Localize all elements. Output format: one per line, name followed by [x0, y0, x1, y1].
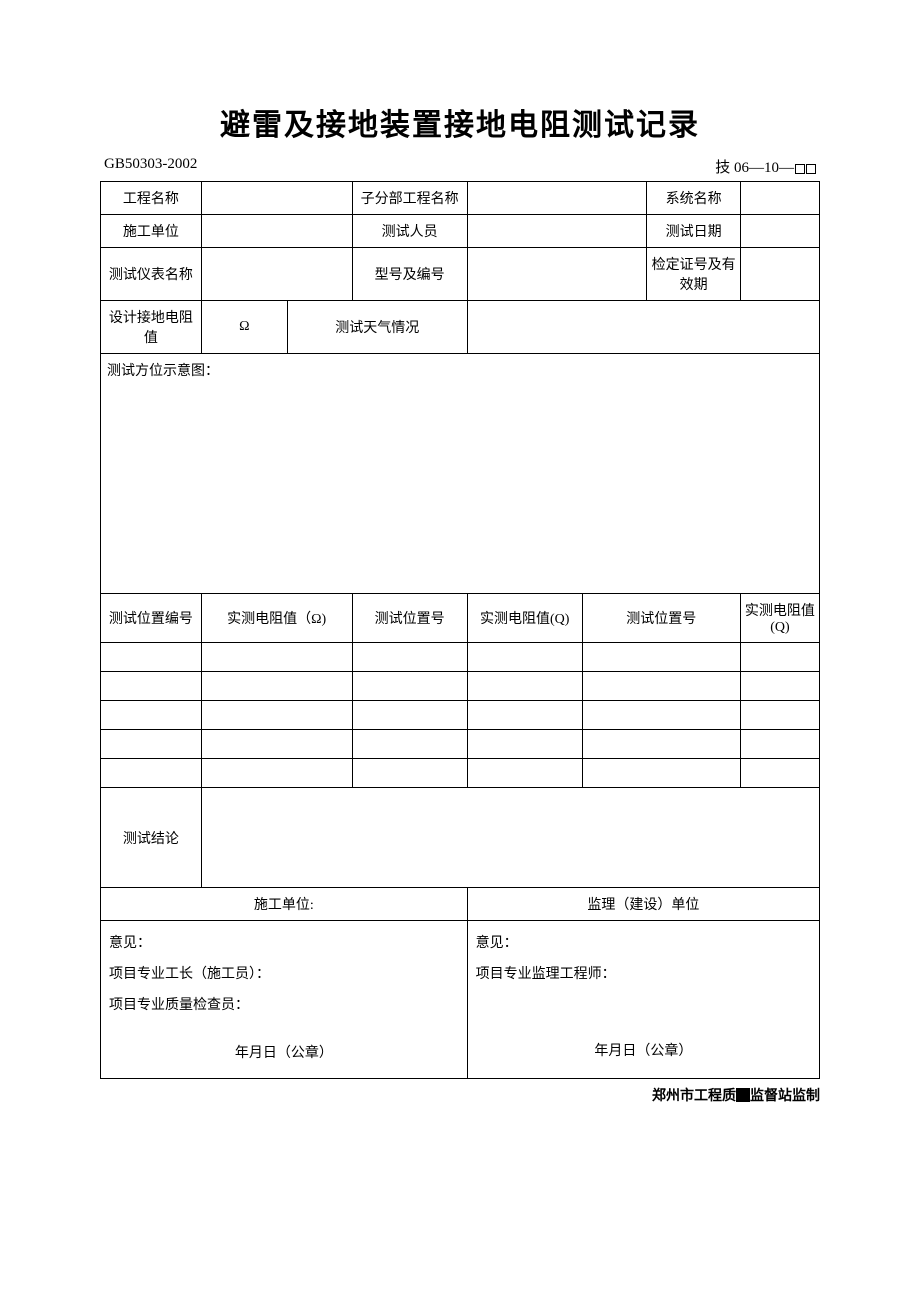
measure-cell — [201, 759, 352, 788]
measure-cell — [201, 643, 352, 672]
measure-row — [101, 759, 820, 788]
col-pos-2: 测试位置号 — [352, 594, 467, 643]
label-tester: 测试人员 — [352, 215, 467, 248]
diagram-area: 测试方位示意图： — [101, 354, 820, 594]
measure-cell — [582, 759, 740, 788]
measure-cell — [101, 701, 202, 730]
measure-cell — [740, 643, 819, 672]
col-val-1: 实测电阻值（Ω) — [201, 594, 352, 643]
value-instrument — [201, 248, 352, 301]
measure-cell — [101, 672, 202, 701]
sig-left-foreman: 项目专业工长（施工员）： — [109, 960, 459, 991]
sig-right-cell: 意见： 项目专业监理工程师： 年月日（公章） — [467, 921, 819, 1079]
header-row-3: 测试仪表名称 型号及编号 检定证号及有效期 — [101, 248, 820, 301]
measure-header: 测试位置编号 实测电阻值（Ω) 测试位置号 实测电阻值(Q) 测试位置号 实测电… — [101, 594, 820, 643]
value-model — [467, 248, 647, 301]
value-weather — [467, 301, 819, 354]
page-title: 避雷及接地装置接地电阻测试记录 — [100, 100, 820, 144]
measure-row — [101, 701, 820, 730]
form-code: 技 06—10— — [715, 156, 816, 177]
measure-cell — [740, 730, 819, 759]
col-pos-3: 测试位置号 — [582, 594, 740, 643]
sig-right-opinion: 意见： — [476, 929, 811, 960]
sig-right-spacer — [476, 991, 811, 1019]
measure-cell — [467, 759, 582, 788]
value-project-name — [201, 182, 352, 215]
diagram-row: 测试方位示意图： — [101, 354, 820, 594]
label-design-resistance: 设计接地电阻值 — [101, 301, 202, 354]
label-cert: 检定证号及有效期 — [647, 248, 740, 301]
sig-body-row: 意见： 项目专业工长（施工员）： 项目专业质量检查员： 年月日（公章） 意见： … — [101, 921, 820, 1079]
main-table: 工程名称 子分部工程名称 系统名称 施工单位 测试人员 测试日期 测试仪表名称 … — [100, 181, 820, 1079]
code-box-1 — [795, 164, 805, 174]
measure-cell — [582, 730, 740, 759]
label-conclusion: 测试结论 — [101, 788, 202, 888]
measure-cell — [740, 759, 819, 788]
col-val-2: 实测电阻值(Q) — [467, 594, 582, 643]
col-pos-1: 测试位置编号 — [101, 594, 202, 643]
col-val-3: 实测电阻值(Q) — [740, 594, 819, 643]
conclusion-row: 测试结论 — [101, 788, 820, 888]
measure-cell — [101, 759, 202, 788]
sig-right-stamp: 年月日（公章） — [476, 1037, 811, 1068]
value-tester — [467, 215, 647, 248]
value-design-resistance: Ω — [201, 301, 287, 354]
measure-cell — [201, 672, 352, 701]
label-instrument: 测试仪表名称 — [101, 248, 202, 301]
measure-row — [101, 643, 820, 672]
form-code-prefix: 技 06—10— — [715, 160, 794, 176]
measure-cell — [582, 643, 740, 672]
label-model: 型号及编号 — [352, 248, 467, 301]
value-conclusion — [201, 788, 819, 888]
standard-code: GB50303-2002 — [104, 156, 197, 177]
code-box-2 — [806, 164, 816, 174]
measure-cell — [352, 672, 467, 701]
measure-cell — [352, 759, 467, 788]
sub-header: GB50303-2002 技 06—10— — [100, 156, 820, 181]
footer-prefix: 郑州市工程质 — [652, 1087, 736, 1103]
label-system-name: 系统名称 — [647, 182, 740, 215]
measure-cell — [582, 672, 740, 701]
label-test-date: 测试日期 — [647, 215, 740, 248]
footer: 郑州市工程质监督站监制 — [100, 1085, 820, 1105]
measure-cell — [740, 701, 819, 730]
sig-left-stamp: 年月日（公章） — [109, 1039, 459, 1070]
label-contractor: 施工单位 — [101, 215, 202, 248]
label-project-name: 工程名称 — [101, 182, 202, 215]
header-row-2: 施工单位 测试人员 测试日期 — [101, 215, 820, 248]
value-test-date — [740, 215, 819, 248]
measure-cell — [101, 730, 202, 759]
sig-right-engineer: 项目专业监理工程师： — [476, 960, 811, 991]
measure-cell — [467, 672, 582, 701]
measure-cell — [352, 643, 467, 672]
label-subpart-name: 子分部工程名称 — [352, 182, 467, 215]
measure-cell — [101, 643, 202, 672]
value-system-name — [740, 182, 819, 215]
measure-cell — [467, 643, 582, 672]
sig-left-cell: 意见： 项目专业工长（施工员）： 项目专业质量检查员： 年月日（公章） — [101, 921, 468, 1079]
value-contractor — [201, 215, 352, 248]
design-row: 设计接地电阻值 Ω 测试天气情况 — [101, 301, 820, 354]
measure-cell — [740, 672, 819, 701]
measure-cell — [352, 701, 467, 730]
measure-cell — [352, 730, 467, 759]
footer-block-icon — [736, 1088, 750, 1102]
measure-row — [101, 672, 820, 701]
measure-cell — [201, 730, 352, 759]
sig-left-header: 施工单位: — [101, 888, 468, 921]
label-weather: 测试天气情况 — [287, 301, 467, 354]
measure-cell — [201, 701, 352, 730]
value-cert — [740, 248, 819, 301]
header-row-1: 工程名称 子分部工程名称 系统名称 — [101, 182, 820, 215]
sig-right-header: 监理（建设）单位 — [467, 888, 819, 921]
value-subpart-name — [467, 182, 647, 215]
footer-suffix: 监督站监制 — [750, 1087, 820, 1103]
sig-left-inspector: 项目专业质量检查员： — [109, 991, 459, 1022]
measure-cell — [467, 701, 582, 730]
measure-cell — [582, 701, 740, 730]
measure-cell — [467, 730, 582, 759]
sig-header-row: 施工单位: 监理（建设）单位 — [101, 888, 820, 921]
sig-left-opinion: 意见： — [109, 929, 459, 960]
measure-row — [101, 730, 820, 759]
